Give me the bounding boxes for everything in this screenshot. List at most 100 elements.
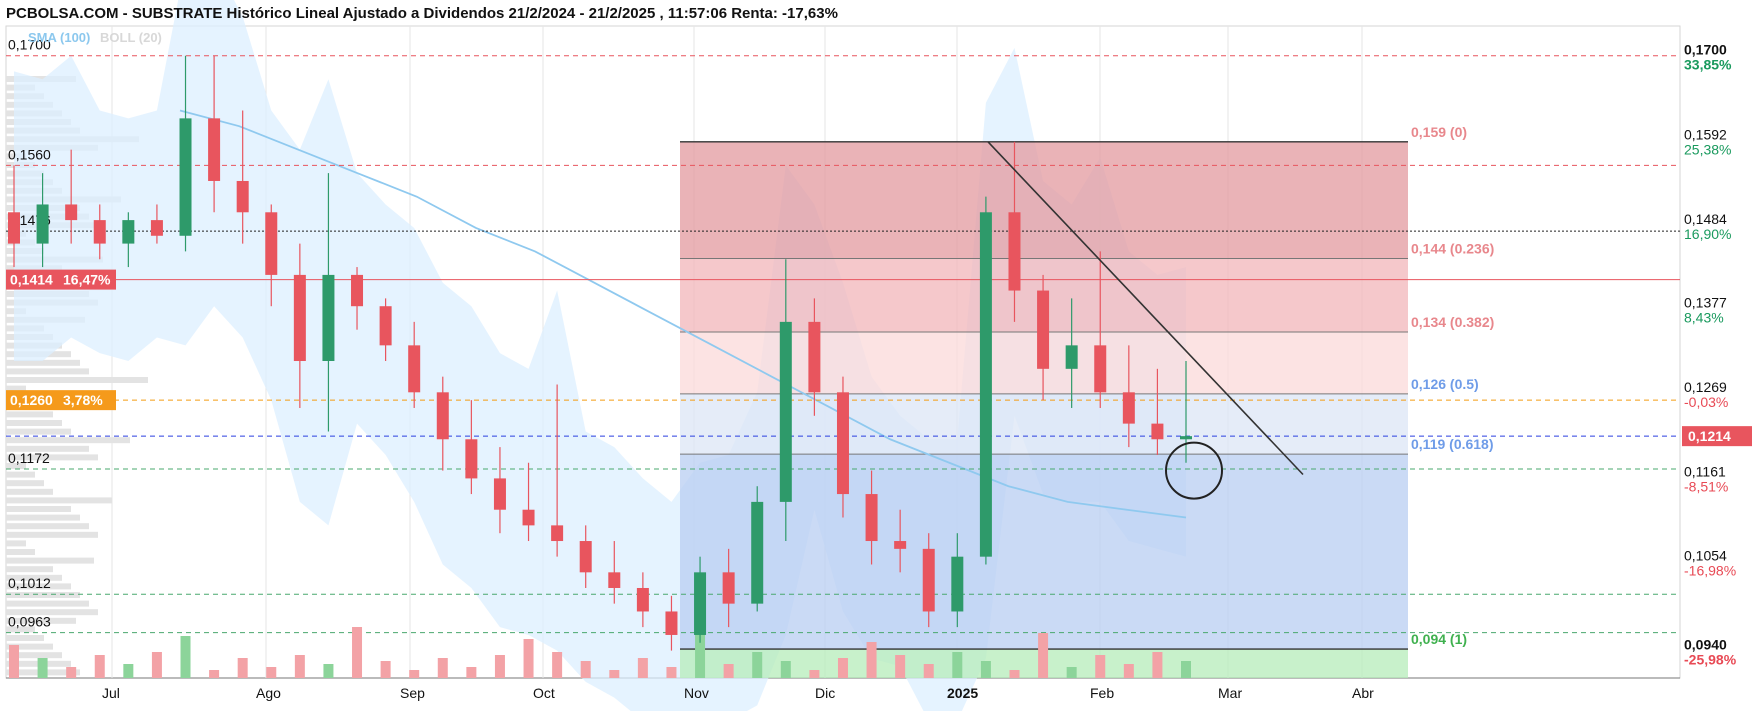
candle-body bbox=[36, 204, 49, 244]
candle-body bbox=[1094, 345, 1107, 393]
price-badge-value: 0,1414 bbox=[10, 272, 53, 288]
volume-bar bbox=[666, 667, 677, 678]
volume-bar bbox=[923, 664, 934, 678]
x-axis-label: Feb bbox=[1090, 685, 1114, 701]
candle-body bbox=[865, 494, 878, 542]
volume-profile-bar bbox=[6, 514, 80, 521]
fibonacci-label: 0,159 (0) bbox=[1411, 124, 1467, 140]
volume-bar bbox=[580, 661, 591, 678]
price-badge bbox=[6, 390, 116, 411]
volume-bars bbox=[9, 627, 1191, 678]
volume-profile-bar bbox=[6, 385, 26, 392]
volume-bar bbox=[866, 642, 877, 678]
price-level-label: 0,1172 bbox=[8, 450, 50, 466]
volume-profile-bar bbox=[6, 609, 98, 616]
fibonacci-label: 0,094 (1) bbox=[1411, 631, 1467, 647]
volume-profile-bar bbox=[6, 592, 80, 598]
volume-profile-bar bbox=[6, 617, 76, 624]
volume-bar bbox=[437, 658, 448, 678]
x-axis-label: Abr bbox=[1352, 685, 1374, 701]
volume-profile-bar bbox=[6, 523, 89, 530]
page-title: PCBOLSA.COM - SUBSTRATE Histórico Lineal… bbox=[6, 5, 838, 22]
volume-bar bbox=[237, 658, 248, 678]
current-price-tag-label: 0,1214 bbox=[1688, 428, 1731, 444]
candle-body bbox=[465, 439, 478, 479]
volume-bar bbox=[266, 667, 277, 678]
price-level-label: 0,1012 bbox=[8, 575, 51, 591]
candle-body bbox=[208, 118, 221, 181]
volume-profile-bar bbox=[6, 540, 26, 547]
right-axis-pct: -16,98% bbox=[1684, 562, 1736, 578]
x-axis-label: Sep bbox=[400, 685, 425, 701]
volume-profile-bar bbox=[6, 471, 35, 478]
fibonacci-zone bbox=[680, 454, 1408, 650]
sma-legend-label[interactable]: SMA (100) bbox=[28, 30, 91, 45]
volume-bar bbox=[123, 664, 134, 678]
candle-body bbox=[493, 478, 506, 510]
volume-profile-bar bbox=[6, 420, 62, 426]
current-price-tag bbox=[1682, 426, 1752, 447]
volume-bar bbox=[466, 667, 477, 678]
price-level-label: 0,1700 bbox=[8, 37, 51, 53]
candle-body bbox=[351, 274, 364, 307]
price-badge-pct: 3,78% bbox=[63, 392, 103, 408]
volume-bar bbox=[1066, 667, 1077, 678]
volume-bar bbox=[752, 652, 763, 678]
right-axis-price: 0,0940 bbox=[1684, 637, 1727, 653]
candle-body bbox=[608, 572, 621, 588]
x-axis-label: Jul bbox=[102, 685, 120, 701]
volume-bar bbox=[294, 655, 305, 678]
volume-bar bbox=[209, 670, 220, 678]
volume-profile-bar bbox=[6, 359, 80, 366]
volume-bar bbox=[180, 636, 191, 678]
candle-body bbox=[236, 180, 249, 213]
right-axis-price: 0,1484 bbox=[1684, 211, 1727, 227]
candle-body bbox=[65, 204, 78, 221]
candle-body bbox=[379, 306, 392, 346]
volume-bar bbox=[695, 630, 706, 678]
volume-bar bbox=[895, 655, 906, 678]
volume-profile-bar bbox=[6, 531, 98, 538]
candle-body bbox=[436, 392, 449, 440]
price-badge-value: 0,1260 bbox=[10, 392, 53, 408]
volume-bar bbox=[952, 652, 963, 678]
right-axis-pct: -25,98% bbox=[1684, 652, 1737, 668]
price-badge-pct: 16,47% bbox=[63, 272, 111, 288]
volume-profile-bar bbox=[6, 497, 112, 504]
boll-legend-label[interactable]: BOLL (20) bbox=[100, 30, 162, 45]
x-axis-label: Oct bbox=[533, 685, 555, 701]
candle-body bbox=[1180, 436, 1192, 440]
candle-body bbox=[808, 321, 821, 393]
volume-bar bbox=[809, 670, 820, 678]
candle-body bbox=[1151, 423, 1164, 440]
volume-bar bbox=[1181, 661, 1191, 678]
candle-body bbox=[322, 274, 335, 362]
right-axis-price: 0,1269 bbox=[1684, 379, 1727, 395]
volume-profile-bar bbox=[6, 411, 53, 418]
x-axis-label: Mar bbox=[1218, 685, 1242, 701]
right-axis-price: 0,1161 bbox=[1684, 464, 1726, 480]
volume-profile-bar bbox=[6, 437, 130, 444]
volume-bar bbox=[1095, 655, 1106, 678]
candle-body bbox=[150, 220, 163, 236]
candle-body bbox=[1065, 345, 1078, 369]
volume-profile-bar bbox=[6, 652, 62, 659]
indicator-legend: SMA (100) BOLL (20) bbox=[28, 30, 162, 45]
volume-bar bbox=[552, 652, 563, 678]
volume-profile-bar bbox=[6, 463, 26, 469]
price-level-label: 0,1560 bbox=[8, 146, 51, 162]
volume-profile-bar bbox=[6, 506, 71, 512]
volume-bar bbox=[9, 645, 19, 678]
fibonacci-label: 0,126 (0.5) bbox=[1411, 376, 1479, 392]
circle-annotation bbox=[1165, 441, 1223, 500]
volume-bar bbox=[523, 639, 534, 678]
candle-body bbox=[894, 541, 907, 549]
candle-body bbox=[179, 118, 192, 236]
volume-profile-bar bbox=[6, 643, 53, 650]
right-axis-pct: 33,85% bbox=[1684, 57, 1732, 73]
volume-bar bbox=[609, 670, 620, 678]
volume-profile-bar bbox=[6, 454, 98, 461]
volume-bar bbox=[409, 670, 420, 678]
right-axis-pct: -0,03% bbox=[1684, 394, 1728, 410]
volume-profile-bar bbox=[6, 368, 89, 375]
